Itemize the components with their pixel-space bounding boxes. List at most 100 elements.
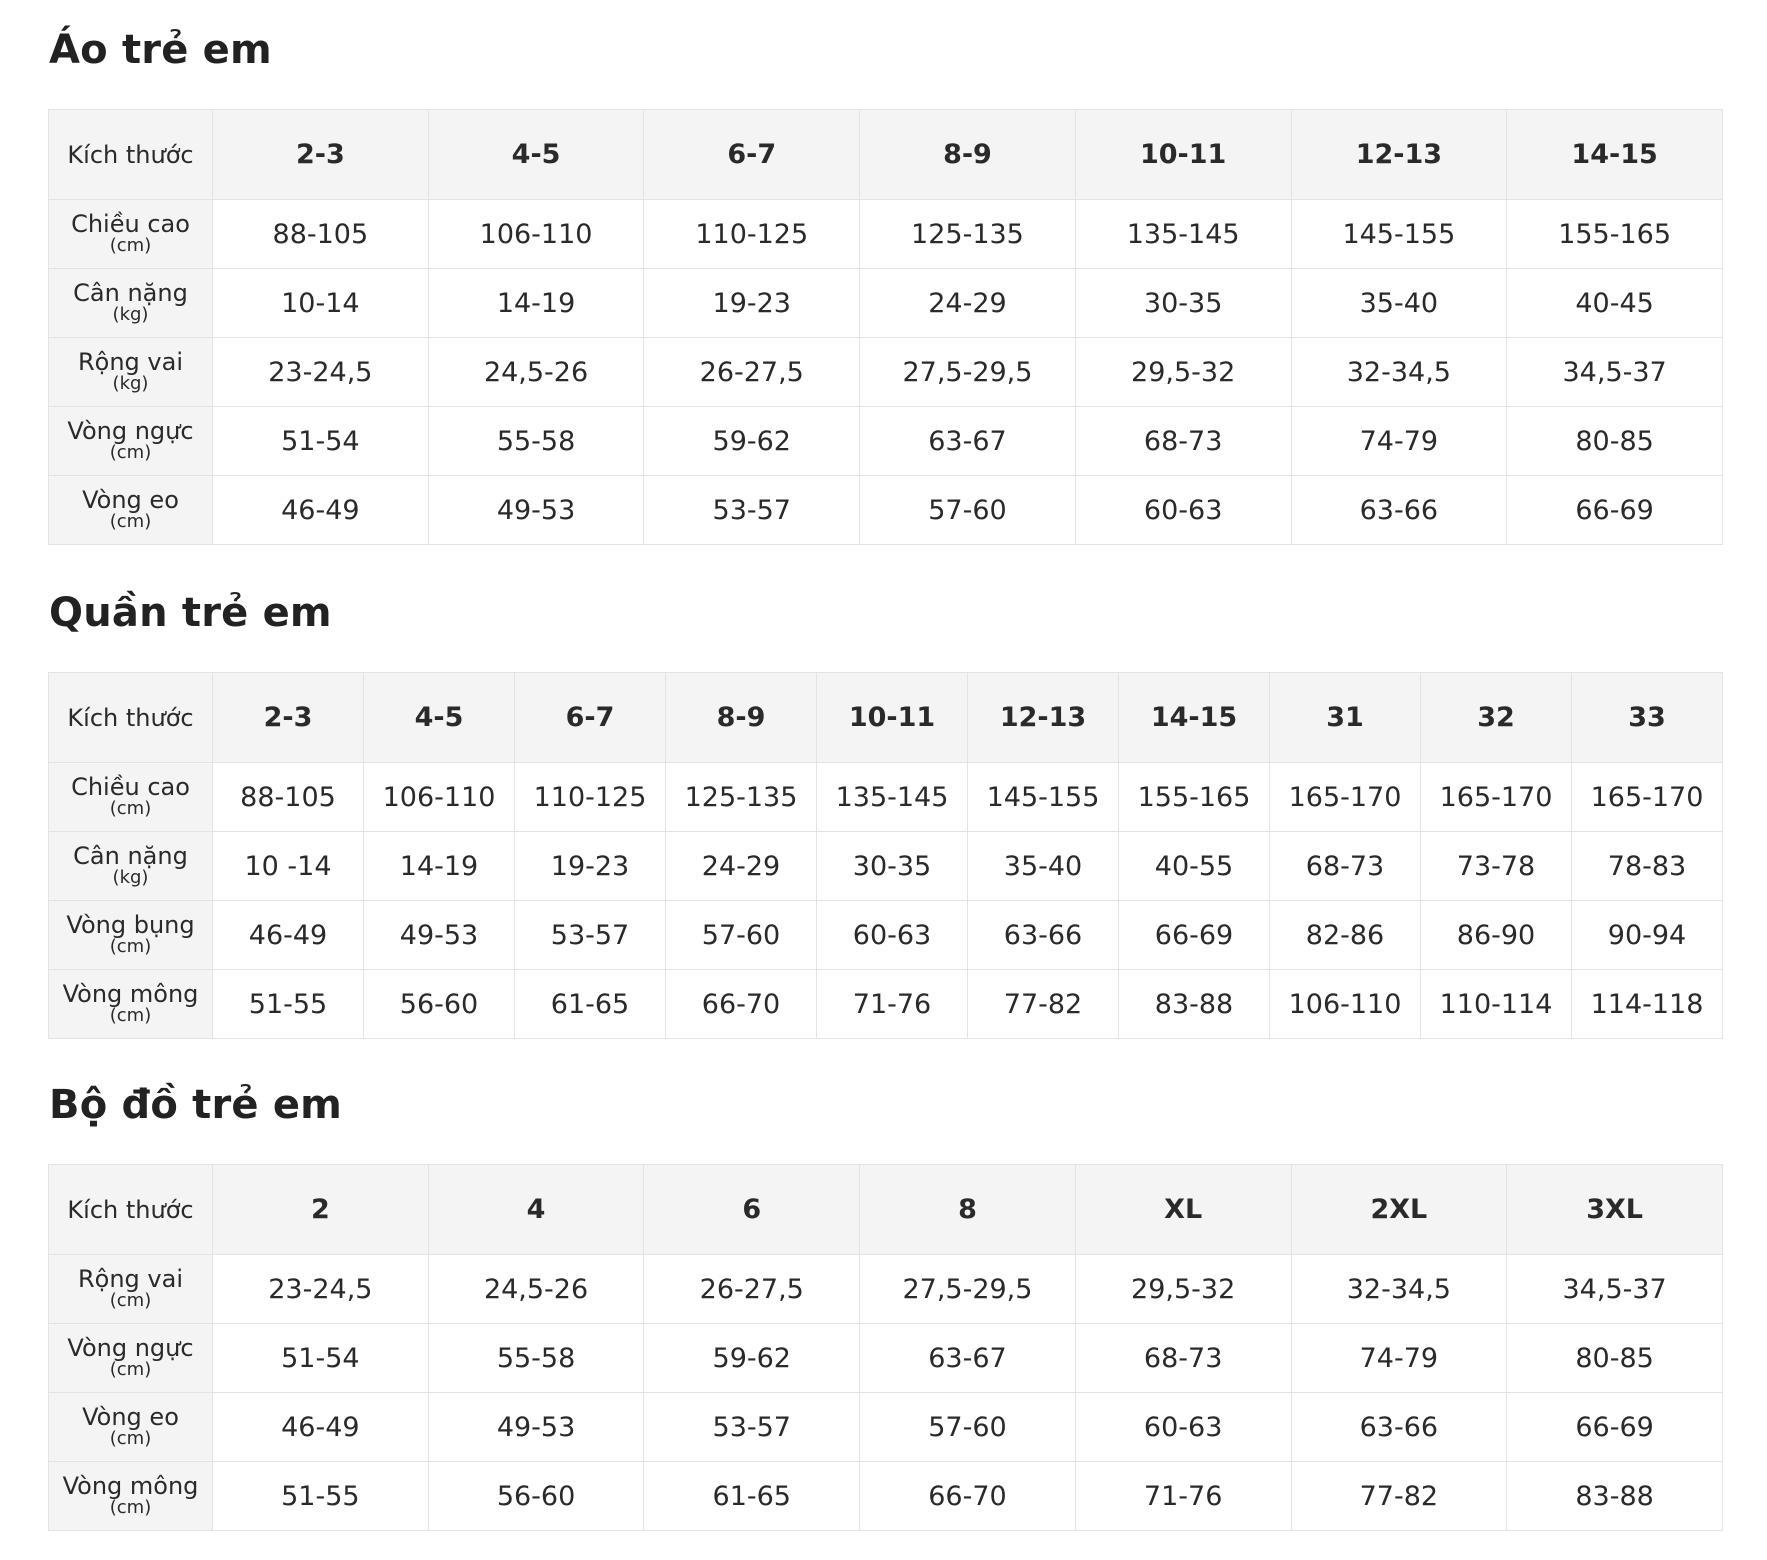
table-row: Rộng vai (kg) 23-24,5 24,5-26 26-27,5 27,5-29… (48, 337, 1723, 407)
measurement-unit: (cm) (109, 1359, 152, 1380)
measurement-label-cell: Cân nặng (kg) (48, 831, 213, 901)
section-title-shirts: Áo trẻ em (49, 27, 272, 73)
measurement-value-cell: 61-65 (643, 1461, 861, 1531)
measurement-value-cell: 66-70 (859, 1461, 1076, 1531)
measurement-value-cell: 40-55 (1118, 831, 1270, 901)
size-table-sets: Kích thước 2 4 6 8 XL 2XL 3XL Rộng vai (cm) 23-24,… (48, 1164, 1723, 1531)
table-row: Chiều cao (cm) 88-105 106-110 110-125 125-135… (48, 199, 1723, 269)
measurement-value-cell: 51-54 (212, 406, 429, 476)
measurement-value-cell: 82-86 (1269, 900, 1421, 970)
measurement-value-cell: 30-35 (1074, 268, 1292, 338)
measurement-label-cell: Vòng mông (cm) (48, 969, 213, 1039)
size-column-header: 8-9 (665, 672, 817, 763)
measurement-value-cell: 63-66 (1290, 475, 1508, 545)
measurement-name: Chiều cao (71, 210, 190, 238)
size-column-header: 8-9 (859, 109, 1076, 200)
table-row: Vòng mông (cm) 51-55 56-60 61-65 66-70 71-76 77… (48, 969, 1723, 1039)
measurement-label-cell: Vòng eo (cm) (48, 1392, 213, 1462)
measurement-value-cell: 59-62 (643, 1323, 861, 1393)
measurement-value-cell: 145-155 (1290, 199, 1508, 269)
measurement-value-cell: 56-60 (363, 969, 515, 1039)
measurement-value-cell: 59-62 (643, 406, 861, 476)
measurement-unit: (cm) (109, 798, 152, 819)
measurement-name: Vòng eo (82, 1403, 179, 1431)
measurement-label-cell: Vòng ngực (cm) (48, 1323, 213, 1393)
measurement-name: Vòng eo (82, 486, 179, 514)
measurement-label-cell: Cân nặng (kg) (48, 268, 213, 338)
measurement-value-cell: 10 -14 (212, 831, 364, 901)
measurement-value-cell: 32-34,5 (1290, 1254, 1508, 1324)
measurement-unit: (cm) (109, 1428, 152, 1449)
size-column-header: 32 (1420, 672, 1572, 763)
measurement-value-cell: 29,5-32 (1074, 337, 1292, 407)
measurement-value-cell: 90-94 (1571, 900, 1723, 970)
table-row: Chiều cao (cm) 88-105 106-110 110-125 125-135… (48, 762, 1723, 832)
measurement-value-cell: 80-85 (1506, 1323, 1723, 1393)
measurement-value-cell: 145-155 (967, 762, 1119, 832)
measurement-value-cell: 51-55 (212, 969, 364, 1039)
table-row: Vòng eo (cm) 46-49 49-53 53-57 57-60 60-63 63-6… (48, 475, 1723, 545)
measurement-value-cell: 135-145 (816, 762, 968, 832)
size-column-header: 33 (1571, 672, 1723, 763)
measurement-value-cell: 49-53 (427, 1392, 645, 1462)
measurement-value-cell: 40-45 (1506, 268, 1723, 338)
measurement-label-cell: Rộng vai (kg) (48, 337, 213, 407)
measurement-unit: (cm) (109, 511, 152, 532)
measurement-value-cell: 27,5-29,5 (859, 337, 1076, 407)
measurement-value-cell: 24,5-26 (427, 337, 645, 407)
measurement-value-cell: 24-29 (665, 831, 817, 901)
size-column-header: 8 (859, 1164, 1076, 1255)
measurement-value-cell: 14-19 (427, 268, 645, 338)
size-header-label: Kích thước (48, 109, 213, 200)
measurement-value-cell: 56-60 (427, 1461, 645, 1531)
size-column-header: 6 (643, 1164, 861, 1255)
table-row: Vòng ngực (cm) 51-54 55-58 59-62 63-67 68-73 74… (48, 406, 1723, 476)
size-column-header: 6-7 (514, 672, 666, 763)
measurement-value-cell: 27,5-29,5 (859, 1254, 1076, 1324)
measurement-value-cell: 66-69 (1506, 1392, 1723, 1462)
size-column-header: 14-15 (1506, 109, 1723, 200)
measurement-value-cell: 34,5-37 (1506, 1254, 1723, 1324)
section-title-pants: Quần trẻ em (49, 590, 332, 636)
measurement-value-cell: 71-76 (1074, 1461, 1292, 1531)
measurement-name: Vòng bụng (66, 911, 195, 939)
size-column-header: 12-13 (1290, 109, 1508, 200)
size-header-label: Kích thước (48, 672, 213, 763)
measurement-value-cell: 51-55 (212, 1461, 429, 1531)
measurement-value-cell: 114-118 (1571, 969, 1723, 1039)
measurement-value-cell: 53-57 (643, 475, 861, 545)
measurement-name: Cân nặng (73, 279, 188, 307)
table-row: Cân nặng (kg) 10 -14 14-19 19-23 24-29 30-35 35… (48, 831, 1723, 901)
measurement-value-cell: 71-76 (816, 969, 968, 1039)
measurement-value-cell: 80-85 (1506, 406, 1723, 476)
measurement-value-cell: 165-170 (1420, 762, 1572, 832)
measurement-unit: (kg) (112, 304, 149, 325)
measurement-name: Vòng mông (62, 1472, 199, 1500)
measurement-value-cell: 19-23 (643, 268, 861, 338)
table-header-row: Kích thước 2-3 4-5 6-7 8-9 10-11 12-13 14-15 31 3… (48, 672, 1723, 763)
measurement-value-cell: 29,5-32 (1074, 1254, 1292, 1324)
measurement-value-cell: 106-110 (363, 762, 515, 832)
measurement-unit: (cm) (109, 936, 152, 957)
measurement-value-cell: 83-88 (1118, 969, 1270, 1039)
measurement-value-cell: 74-79 (1290, 1323, 1508, 1393)
measurement-value-cell: 57-60 (859, 475, 1076, 545)
table-row: Vòng bụng (cm) 46-49 49-53 53-57 57-60 60-63 63… (48, 900, 1723, 970)
table-header-row: Kích thước 2-3 4-5 6-7 8-9 10-11 12-13 14-15 (48, 109, 1723, 200)
measurement-value-cell: 68-73 (1074, 406, 1292, 476)
measurement-value-cell: 10-14 (212, 268, 429, 338)
measurement-value-cell: 23-24,5 (212, 1254, 429, 1324)
measurement-label-cell: Chiều cao (cm) (48, 762, 213, 832)
measurement-value-cell: 125-135 (859, 199, 1076, 269)
measurement-value-cell: 53-57 (514, 900, 666, 970)
measurement-value-cell: 63-66 (967, 900, 1119, 970)
measurement-value-cell: 24-29 (859, 268, 1076, 338)
measurement-value-cell: 32-34,5 (1290, 337, 1508, 407)
measurement-name: Rộng vai (77, 348, 183, 376)
measurement-unit: (cm) (109, 1290, 152, 1311)
size-column-header: XL (1074, 1164, 1292, 1255)
measurement-value-cell: 135-145 (1074, 199, 1292, 269)
size-header-label: Kích thước (48, 1164, 213, 1255)
measurement-value-cell: 49-53 (363, 900, 515, 970)
